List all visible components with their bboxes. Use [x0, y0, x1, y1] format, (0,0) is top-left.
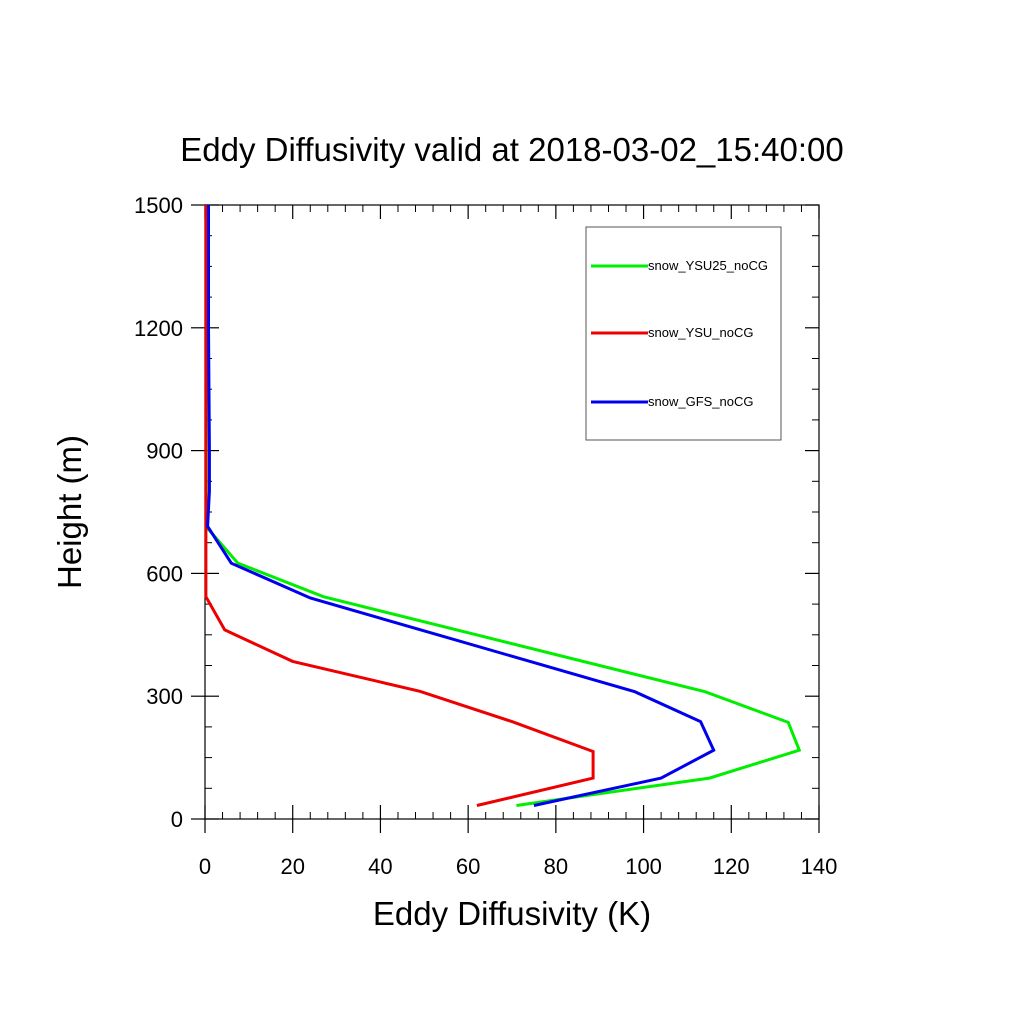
x-tick-label: 60	[456, 854, 480, 879]
y-tick-label: 600	[146, 561, 183, 586]
x-tick-label: 140	[801, 854, 838, 879]
x-tick-label: 80	[544, 854, 568, 879]
series-line-3	[206, 205, 716, 807]
series-lines	[204, 205, 802, 807]
x-tick-label: 20	[280, 854, 304, 879]
x-tick-label: 120	[713, 854, 750, 879]
y-tick-label: 1500	[134, 193, 183, 218]
legend-label: snow_YSU25_noCG	[648, 258, 768, 273]
y-tick-label: 900	[146, 439, 183, 464]
y-axis-label: Height (m)	[51, 435, 88, 589]
x-tick-label: 0	[199, 854, 211, 879]
y-tick-label: 300	[146, 684, 183, 709]
y-tick-label: 0	[171, 807, 183, 832]
x-tick-labels: 0 20 40 60 80 100 120 140	[199, 854, 837, 879]
chart-title: Eddy Diffusivity valid at 2018-03-02_15:…	[180, 131, 843, 168]
x-axis-label: Eddy Diffusivity (K)	[373, 895, 651, 932]
legend-label: snow_YSU_noCG	[648, 325, 754, 340]
y-tick-label: 1200	[134, 316, 183, 341]
legend: snow_YSU25_noCG snow_YSU_noCG snow_GFS_noC…	[585, 226, 782, 441]
legend-label: snow_GFS_noCG	[648, 394, 754, 409]
series-line-2	[204, 205, 595, 807]
x-tick-label: 100	[625, 854, 662, 879]
x-tick-label: 40	[368, 854, 392, 879]
y-tick-labels: 0 300 600 900 1200 1500	[134, 193, 183, 832]
